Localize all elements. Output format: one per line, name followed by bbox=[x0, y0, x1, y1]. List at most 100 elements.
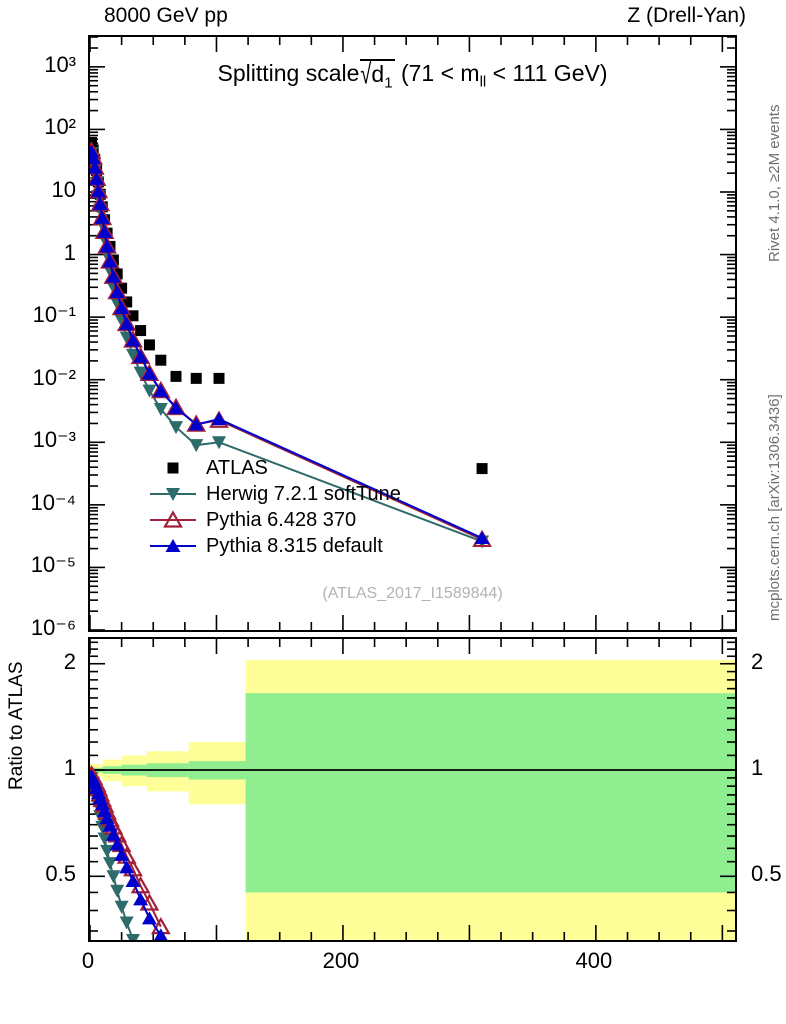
ratio-y-tick-label-left: 1 bbox=[63, 755, 76, 780]
datapoint-1-20 bbox=[212, 436, 226, 450]
title-suffix-close: < 111 GeV) bbox=[492, 60, 608, 86]
datapoint-0-0 bbox=[90, 136, 98, 148]
main-y-tick-label: 10⁻³ bbox=[32, 427, 76, 453]
ratio-datapoint-0-10 bbox=[106, 870, 121, 884]
ratio-plot-area bbox=[90, 639, 735, 940]
legend-marker-1 bbox=[150, 482, 196, 506]
datapoint-3-19 bbox=[188, 417, 204, 431]
legend-entry-1: Herwig 7.2.1 softTune bbox=[150, 481, 401, 507]
ratio-datapoint-0-7 bbox=[97, 832, 112, 846]
main-y-tick-labels: 10³ 10² 10 1 10⁻¹ 10⁻² 10⁻³ 10⁻⁴ 10⁻⁵ 10⁻⁶ bbox=[0, 35, 82, 640]
datapoint-0-19 bbox=[190, 372, 202, 384]
main-y-tick-label: 10⁻² bbox=[32, 364, 76, 390]
datapoint-2-15 bbox=[130, 346, 151, 365]
ratio-datapoint-0-11 bbox=[110, 884, 125, 898]
ratio-datapoint-0-9 bbox=[102, 857, 117, 871]
ratio-datapoint-2-14 bbox=[125, 873, 141, 887]
datapoint-2-12 bbox=[111, 297, 132, 316]
title-suffix-sub: ll bbox=[479, 73, 487, 91]
datapoint-2-13 bbox=[116, 313, 137, 332]
datapoint-1-17 bbox=[153, 403, 168, 417]
datapoint-3-3 bbox=[90, 171, 105, 185]
ratio-y-tick-label-right: 0.5 bbox=[751, 861, 782, 887]
ratio-plot-panel bbox=[88, 637, 737, 942]
datapoint-3-9 bbox=[102, 254, 118, 268]
ratio-datapoint-2-17 bbox=[154, 928, 168, 940]
ratio-datapoint-0-8 bbox=[100, 844, 115, 858]
main-y-tick-label: 10⁻⁶ bbox=[30, 615, 76, 640]
sqrt-radical: √d1 bbox=[360, 58, 395, 92]
ratio-y-tick-label-left: 0.5 bbox=[45, 861, 76, 887]
datapoint-3-20 bbox=[211, 412, 227, 426]
datapoint-0-12 bbox=[116, 282, 128, 294]
title-prefix: Splitting scale bbox=[217, 60, 360, 86]
main-y-tick-label: 10⁻⁴ bbox=[30, 489, 76, 515]
main-y-tick-label: 1 bbox=[63, 239, 76, 265]
datapoint-2-8 bbox=[97, 236, 117, 254]
main-y-tick-label: 10⁻⁵ bbox=[30, 552, 76, 578]
legend-label-1: Herwig 7.2.1 softTune bbox=[206, 483, 401, 505]
ratio-datapoint-2-11 bbox=[109, 837, 125, 851]
ratio-datapoint-0-12 bbox=[114, 900, 129, 914]
ratio-y-tick-label-right: 1 bbox=[751, 755, 764, 780]
x-tick-label: 200 bbox=[322, 948, 360, 973]
datapoint-0-17 bbox=[155, 354, 167, 366]
series-line-3 bbox=[90, 151, 483, 539]
datapoint-2-16 bbox=[139, 363, 160, 382]
legend-label-0: ATLAS bbox=[206, 457, 268, 479]
legend-entry-2: Pythia 6.428 370 bbox=[150, 507, 401, 533]
datapoint-3-8 bbox=[99, 239, 115, 253]
legend-glyph-1 bbox=[166, 488, 180, 501]
legend-glyph-0 bbox=[167, 462, 179, 474]
datapoint-3-13 bbox=[119, 316, 135, 330]
legend-marker-3 bbox=[150, 534, 196, 558]
datapoint-0-21 bbox=[476, 463, 488, 475]
datapoint-3-16 bbox=[141, 366, 157, 380]
x-tick-labels: 0 200 400 bbox=[82, 948, 737, 982]
main-plot-svg bbox=[90, 37, 735, 630]
header-left-label: 8000 GeV pp bbox=[104, 4, 228, 27]
datapoint-1-16 bbox=[142, 384, 157, 398]
datapoint-3-6 bbox=[94, 210, 110, 224]
ratio-y-tick-labels-right: 2 1 0.5 bbox=[743, 637, 786, 942]
main-y-tick-label: 10 bbox=[51, 176, 76, 202]
datapoint-3-2 bbox=[90, 160, 103, 174]
uncertainty-band-green-5 bbox=[245, 693, 735, 893]
datapoint-0-15 bbox=[135, 325, 147, 337]
ratio-y-tick-labels-left: 2 1 0.5 bbox=[0, 637, 82, 942]
legend-glyph-2 bbox=[163, 510, 183, 528]
rivet-version-label: Rivet 4.1.0, ≥2M events bbox=[766, 104, 783, 262]
legend-line-icon bbox=[150, 519, 196, 521]
datapoint-2-17 bbox=[150, 380, 171, 399]
ratio-datapoint-0-14 bbox=[126, 934, 140, 940]
datapoint-0-16 bbox=[143, 339, 155, 351]
datapoint-3-17 bbox=[153, 384, 169, 398]
datapoint-3-14 bbox=[125, 333, 141, 347]
datapoint-1-19 bbox=[189, 439, 204, 453]
datapoint-3-15 bbox=[133, 349, 149, 363]
legend-marker-icon bbox=[167, 462, 179, 474]
legend-marker-icon bbox=[165, 539, 181, 552]
main-plot-panel bbox=[88, 35, 737, 632]
legend-entry-3: Pythia 8.315 default bbox=[150, 533, 401, 559]
legend-label-3: Pythia 8.315 default bbox=[206, 535, 383, 557]
ratio-y-tick-label-right: 2 bbox=[751, 648, 764, 674]
datapoint-2-18 bbox=[166, 397, 186, 416]
datapoint-3-10 bbox=[105, 269, 121, 283]
legend-marker-icon bbox=[163, 510, 183, 528]
datapoint-3-18 bbox=[168, 400, 184, 414]
legend-marker-0 bbox=[150, 456, 196, 480]
ratio-datapoint-2-16 bbox=[141, 911, 157, 925]
ratio-datapoint-2-12 bbox=[114, 847, 130, 861]
analysis-id-watermark: (ATLAS_2017_I1589844) bbox=[322, 585, 503, 602]
datapoint-1-18 bbox=[169, 421, 183, 435]
datapoint-0-18 bbox=[170, 370, 182, 382]
title-radical: d bbox=[371, 61, 385, 87]
main-y-tick-label: 10⁻¹ bbox=[32, 302, 76, 328]
mcplots-source-label: mcplots.cern.ch [arXiv:1306.3436] bbox=[766, 394, 783, 621]
legend-glyph-3 bbox=[165, 539, 181, 552]
x-tick-label: 0 bbox=[81, 948, 95, 973]
datapoint-3-7 bbox=[97, 224, 113, 238]
ratio-datapoint-2-13 bbox=[119, 860, 135, 874]
